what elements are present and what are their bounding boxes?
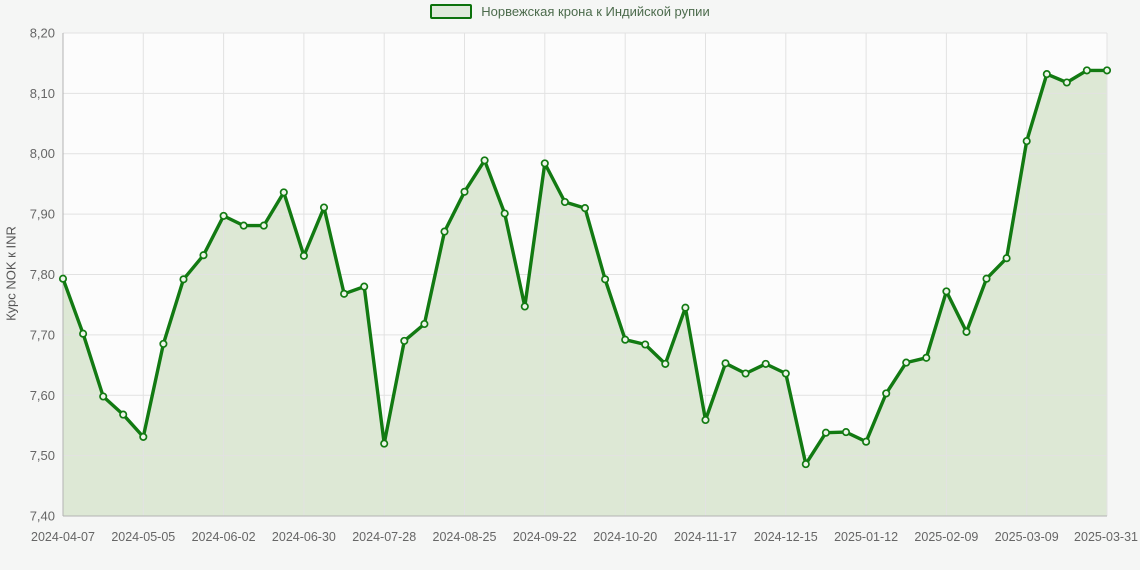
data-point-marker[interactable]: [380, 439, 389, 448]
y-tick-label: 8,10: [30, 86, 55, 101]
data-point-marker[interactable]: [661, 359, 670, 368]
y-tick-label: 7,80: [30, 267, 55, 282]
data-point-marker[interactable]: [862, 437, 871, 446]
y-tick-label: 7,90: [30, 207, 55, 222]
x-tick-label: 2024-09-22: [513, 530, 577, 544]
data-point-marker[interactable]: [641, 340, 650, 349]
x-tick-label: 2024-12-15: [754, 530, 818, 544]
x-tick-label: 2024-08-25: [433, 530, 497, 544]
x-tick-label: 2024-06-02: [192, 530, 256, 544]
data-point-marker[interactable]: [139, 432, 148, 441]
x-tick-label: 2025-03-09: [995, 530, 1059, 544]
x-tick-label: 2024-10-20: [593, 530, 657, 544]
data-point-marker[interactable]: [279, 188, 288, 197]
data-point-marker[interactable]: [219, 211, 228, 220]
data-point-marker[interactable]: [58, 274, 68, 283]
y-tick-label: 7,50: [30, 448, 55, 463]
data-point-marker[interactable]: [319, 203, 329, 212]
data-point-marker[interactable]: [259, 221, 268, 230]
data-point-marker[interactable]: [821, 428, 830, 437]
data-point-marker[interactable]: [480, 156, 489, 165]
data-point-marker[interactable]: [1062, 78, 1071, 87]
y-tick-label: 8,00: [30, 146, 55, 161]
y-tick-label: 7,60: [30, 388, 55, 403]
data-point-marker[interactable]: [1042, 70, 1051, 79]
data-point-marker[interactable]: [500, 209, 509, 218]
data-point-marker[interactable]: [1102, 66, 1112, 75]
data-point-marker[interactable]: [681, 303, 690, 312]
data-point-marker[interactable]: [982, 274, 991, 283]
data-point-marker[interactable]: [601, 275, 610, 284]
data-point-marker[interactable]: [922, 353, 931, 362]
x-tick-label: 2024-05-05: [111, 530, 175, 544]
x-tick-label: 2025-01-12: [834, 530, 898, 544]
legend-swatch-icon: [430, 4, 473, 19]
data-point-marker[interactable]: [841, 428, 851, 437]
data-point-marker[interactable]: [801, 460, 810, 469]
x-tick-label: 2024-04-07: [31, 530, 95, 544]
data-point-marker[interactable]: [580, 204, 590, 213]
data-point-marker[interactable]: [159, 339, 168, 348]
data-point-marker[interactable]: [340, 289, 349, 298]
data-point-marker[interactable]: [560, 197, 569, 207]
data-point-marker[interactable]: [199, 251, 208, 260]
data-point-marker[interactable]: [400, 336, 409, 345]
legend-label: Норвежская крона к Индийской рупии: [481, 4, 710, 19]
y-tick-label: 7,70: [30, 327, 55, 342]
data-point-marker[interactable]: [99, 392, 108, 401]
data-point-marker[interactable]: [701, 415, 710, 425]
data-point-marker[interactable]: [440, 227, 449, 236]
data-point-marker[interactable]: [1022, 137, 1031, 146]
data-point-marker[interactable]: [420, 319, 429, 329]
data-point-marker[interactable]: [299, 251, 308, 260]
y-tick-label: 7,40: [30, 509, 55, 524]
data-point-marker[interactable]: [1002, 254, 1011, 263]
data-point-marker[interactable]: [882, 389, 891, 398]
x-tick-label: 2025-02-09: [914, 530, 978, 544]
data-point-marker[interactable]: [119, 410, 128, 419]
x-tick-label: 2025-03-31: [1074, 530, 1138, 544]
data-point-marker[interactable]: [239, 221, 248, 230]
data-point-marker[interactable]: [621, 335, 630, 344]
y-tick-label: 8,20: [30, 26, 55, 41]
data-point-marker[interactable]: [460, 187, 469, 196]
data-point-marker[interactable]: [962, 327, 971, 336]
data-point-marker[interactable]: [1082, 66, 1091, 75]
data-point-marker[interactable]: [781, 369, 790, 378]
data-point-marker[interactable]: [942, 287, 951, 296]
data-point-marker[interactable]: [540, 159, 549, 168]
x-tick-label: 2024-07-28: [352, 530, 416, 544]
x-tick-label: 2024-11-17: [674, 530, 737, 544]
legend-item[interactable]: Норвежская крона к Индийской рупии: [0, 4, 1140, 19]
data-point-marker[interactable]: [520, 302, 529, 311]
data-point-marker[interactable]: [79, 329, 88, 338]
data-point-marker[interactable]: [360, 282, 369, 291]
data-point-marker[interactable]: [179, 275, 188, 284]
data-point-marker[interactable]: [902, 358, 911, 367]
data-point-marker[interactable]: [761, 359, 770, 368]
area-series-fill: [63, 70, 1107, 517]
x-tick-label: 2024-06-30: [272, 530, 336, 544]
y-axis-title: Курс NOK к INR: [3, 226, 19, 321]
data-point-marker[interactable]: [741, 369, 750, 378]
data-point-marker[interactable]: [721, 359, 730, 368]
